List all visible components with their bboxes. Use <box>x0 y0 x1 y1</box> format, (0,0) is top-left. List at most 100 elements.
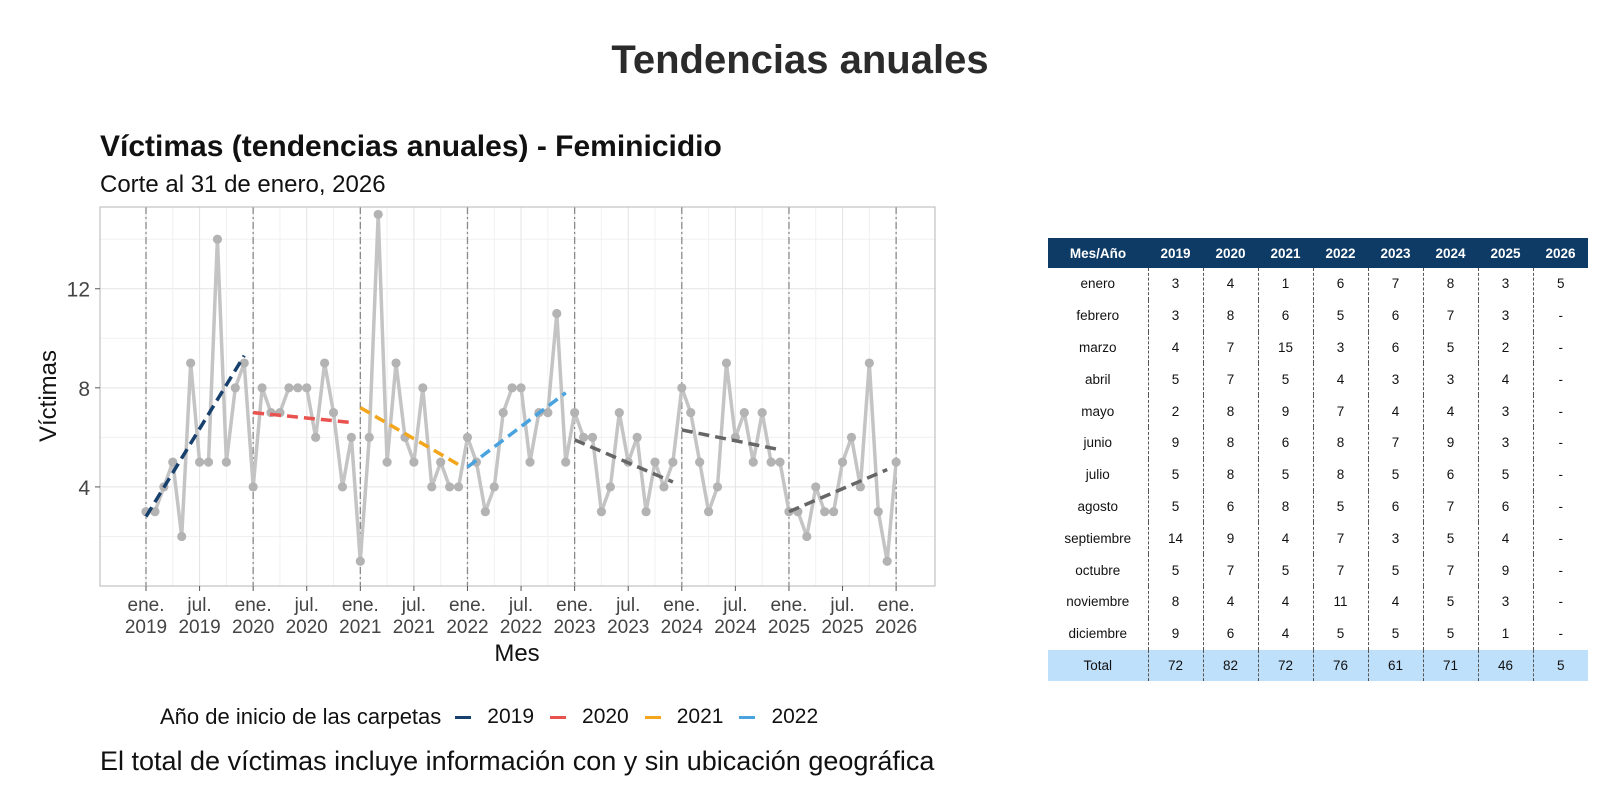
data-point <box>168 457 178 467</box>
data-point <box>507 383 517 393</box>
table-cell: 5 <box>1257 363 1313 396</box>
legend-item-2022: 2022 <box>739 705 818 729</box>
table-total-row: Total 72 82 72 76 61 71 46 5 <box>1048 649 1588 682</box>
data-point <box>605 482 615 492</box>
table-cell: 5 <box>1477 458 1533 491</box>
data-point <box>489 482 499 492</box>
table-cell: 5 <box>1312 617 1368 650</box>
table-cell: 6 <box>1477 490 1533 523</box>
victims-by-month-table: Mes/Año 2019 2020 2021 2022 2023 2024 2025 2026 … <box>1048 238 1588 682</box>
data-point <box>578 432 589 442</box>
table-header-cell: 2020 <box>1203 238 1258 268</box>
data-point <box>668 457 678 467</box>
table-cell: 5 <box>1147 554 1203 586</box>
table-cell: 4 <box>1477 363 1533 396</box>
table-cell: 7 <box>1202 331 1258 364</box>
data-point <box>328 408 339 418</box>
data-point <box>552 308 562 319</box>
data-point <box>775 457 785 467</box>
table-cell: 6 <box>1202 617 1258 650</box>
table-cell: 61 <box>1367 649 1423 682</box>
table-cell: 2 <box>1477 331 1533 364</box>
table-cell: 5 <box>1147 490 1203 523</box>
table-cell: 3 <box>1147 268 1203 300</box>
x-tick-label: jul. 2019 <box>178 595 220 638</box>
page-title: Tendencias anuales <box>611 38 989 82</box>
table-cell: 6 <box>1202 490 1258 523</box>
data-point <box>802 531 812 542</box>
table-cell: octubre <box>1075 562 1121 578</box>
legend-item-2020: 2020 <box>550 705 629 729</box>
data-point <box>391 358 401 368</box>
chart-subtitle: Corte al 31 de enero, 2026 <box>100 171 386 198</box>
data-point <box>346 432 356 442</box>
chart-title: Víctimas (tendencias anuales) - Feminici… <box>100 130 722 163</box>
data-point <box>498 408 508 418</box>
legend-item-2019: 2019 <box>455 705 534 729</box>
data-point <box>364 432 374 442</box>
legend-swatch <box>455 715 472 719</box>
table-cell: 14 <box>1147 522 1203 555</box>
table-cell: - <box>1532 299 1588 332</box>
table-cell: 6 <box>1422 458 1478 491</box>
data-point <box>570 408 580 418</box>
table-cell: - <box>1532 490 1588 523</box>
trend-line <box>573 438 674 484</box>
legend-items: 2019 2020 2021 2022 <box>455 705 834 729</box>
x-tick-label: ene. 2020 <box>232 595 274 638</box>
table-cell: 9 <box>1147 617 1203 650</box>
table-row: diciembre 9 6 4 5 5 5 1- <box>1048 617 1588 650</box>
data-point <box>150 507 160 517</box>
table-cell: 8 <box>1257 490 1313 523</box>
data-point <box>427 482 437 492</box>
table-cell: 9 <box>1477 554 1533 586</box>
trend-line-2022 <box>466 391 567 469</box>
table-cell: 82 <box>1202 649 1258 682</box>
table-cell: 6 <box>1257 299 1313 332</box>
trend-lines <box>144 354 888 518</box>
table-cell: 7 <box>1202 363 1258 396</box>
table-cell: 7 <box>1422 554 1478 586</box>
table-cell: septiembre <box>1064 530 1132 546</box>
data-point <box>337 482 348 492</box>
table-row: junio 9 8 6 8 7 9 3- <box>1048 426 1588 459</box>
table-cell: 3 <box>1477 268 1533 300</box>
table-cell: 8 <box>1202 458 1258 491</box>
data-point <box>311 432 321 442</box>
x-tick-label: ene. 2021 <box>339 595 381 638</box>
data-point <box>194 457 205 467</box>
table-cell: 5 <box>1257 458 1313 491</box>
data-point <box>864 358 874 368</box>
legend-swatch <box>739 715 756 719</box>
table-cell: - <box>1532 522 1588 555</box>
table-cell: 7 <box>1312 522 1368 555</box>
data-point <box>525 457 535 467</box>
table-cell: 8 <box>1202 395 1258 427</box>
table-cell: - <box>1532 554 1588 586</box>
table-cell: febrero <box>1076 308 1120 324</box>
table-header-cell: 2019 <box>1148 238 1203 268</box>
data-point <box>239 358 249 368</box>
table-cell: 3 <box>1312 331 1368 364</box>
table-cell: 8 <box>1312 458 1368 491</box>
legend-title: Año de inicio de las carpetas <box>160 704 442 729</box>
table-cell: junio <box>1083 435 1113 451</box>
data-point <box>302 383 312 393</box>
table-cell: 4 <box>1367 395 1423 427</box>
table-header-cell: Mes/Año <box>1048 238 1148 268</box>
table-body: enero 3 4 1 6 7 8 3 5 febrero 3 8 6 5 6 7 3- marzo 4 7 15 3 6 5… <box>1048 268 1588 682</box>
table-row: octubre 5 7 5 7 5 7 9- <box>1048 554 1588 586</box>
table-row: abril 5 7 5 4 3 3 4- <box>1048 363 1588 396</box>
table-row: enero 3 4 1 6 7 8 3 5 <box>1048 268 1588 300</box>
table-row: mayo 2 8 9 7 4 4 3- <box>1048 395 1588 427</box>
data-point <box>811 482 821 492</box>
legend-label: 2019 <box>487 705 535 728</box>
data-point <box>587 432 598 442</box>
data-point <box>409 457 419 467</box>
table-cell: 7 <box>1367 268 1423 300</box>
table-cell: 6 <box>1367 331 1423 364</box>
x-tick-label: ene. 2026 <box>875 595 917 638</box>
table-cell: 46 <box>1477 649 1533 682</box>
plot-frame <box>99 206 936 587</box>
